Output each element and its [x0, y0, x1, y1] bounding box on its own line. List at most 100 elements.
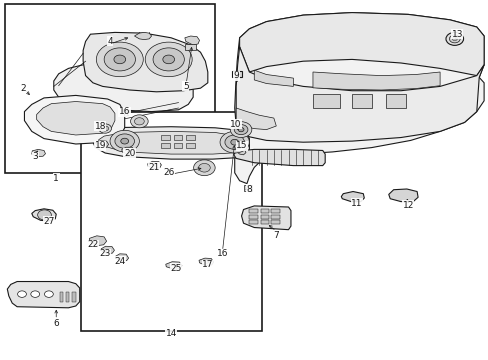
Polygon shape [32, 149, 45, 157]
Polygon shape [446, 36, 461, 45]
Bar [66, 292, 69, 302]
Text: 4: 4 [107, 37, 113, 46]
Bar [260, 220, 268, 224]
Bar [249, 215, 257, 219]
Circle shape [114, 55, 125, 64]
Polygon shape [234, 13, 483, 184]
Bar [271, 209, 279, 213]
Text: 7: 7 [273, 231, 279, 240]
Circle shape [115, 134, 134, 148]
Polygon shape [96, 141, 108, 148]
Polygon shape [165, 262, 182, 269]
Text: 27: 27 [43, 217, 55, 226]
Bar [243, 185, 252, 191]
Circle shape [230, 139, 238, 145]
Circle shape [31, 291, 40, 297]
Polygon shape [37, 102, 115, 135]
Bar [351, 94, 371, 108]
Bar [386, 94, 405, 108]
Circle shape [134, 118, 144, 125]
Polygon shape [241, 206, 290, 230]
Bar [185, 143, 194, 148]
Circle shape [18, 291, 26, 297]
Circle shape [448, 35, 459, 43]
Bar [312, 94, 339, 108]
Polygon shape [312, 72, 439, 90]
Text: 26: 26 [163, 168, 174, 177]
Polygon shape [236, 108, 276, 130]
Text: 5: 5 [183, 82, 188, 91]
Text: 17: 17 [202, 260, 213, 269]
Circle shape [220, 131, 249, 153]
Text: 24: 24 [114, 256, 125, 266]
Polygon shape [199, 258, 213, 266]
Circle shape [130, 115, 148, 128]
Text: 3: 3 [32, 152, 38, 161]
Circle shape [193, 160, 215, 176]
Circle shape [163, 55, 174, 64]
Text: 14: 14 [165, 328, 177, 338]
Circle shape [198, 163, 210, 172]
Polygon shape [92, 127, 249, 159]
Polygon shape [184, 36, 199, 45]
Polygon shape [233, 149, 325, 166]
Polygon shape [7, 282, 80, 308]
Text: 1: 1 [53, 174, 59, 183]
Polygon shape [83, 32, 207, 92]
Circle shape [153, 48, 184, 71]
Bar [173, 143, 182, 148]
Polygon shape [122, 147, 135, 154]
Circle shape [445, 32, 463, 45]
Polygon shape [134, 32, 151, 40]
Bar [161, 143, 170, 148]
Bar [271, 215, 279, 219]
Bar [249, 220, 257, 224]
Text: 21: 21 [148, 163, 160, 172]
Text: 6: 6 [53, 320, 59, 328]
Circle shape [451, 37, 456, 41]
Text: 12: 12 [402, 201, 413, 210]
Text: 10: 10 [230, 120, 242, 129]
Polygon shape [147, 161, 161, 168]
Circle shape [96, 42, 143, 77]
Circle shape [104, 48, 135, 71]
Circle shape [234, 125, 247, 135]
Circle shape [121, 138, 128, 144]
Circle shape [238, 127, 244, 132]
Text: 23: 23 [99, 249, 111, 258]
Bar [60, 292, 63, 302]
Circle shape [224, 135, 244, 149]
Circle shape [230, 122, 251, 138]
Text: 9: 9 [233, 71, 239, 80]
Text: 20: 20 [123, 149, 135, 158]
Polygon shape [388, 189, 417, 202]
Circle shape [38, 210, 51, 220]
Text: 25: 25 [170, 264, 182, 273]
Polygon shape [341, 192, 364, 202]
Text: 22: 22 [87, 240, 99, 249]
Bar [81, 112, 261, 331]
Text: 16: 16 [216, 249, 228, 258]
Polygon shape [235, 148, 245, 155]
Bar [249, 209, 257, 213]
Bar [72, 292, 76, 302]
Text: 16: 16 [119, 107, 130, 116]
Circle shape [145, 42, 192, 77]
Polygon shape [101, 246, 114, 254]
Polygon shape [89, 236, 106, 246]
Text: 2: 2 [20, 84, 26, 93]
Bar [271, 220, 279, 224]
Text: 11: 11 [350, 199, 362, 208]
Bar [5, 4, 215, 173]
Polygon shape [24, 95, 124, 144]
Bar [184, 44, 195, 50]
Circle shape [99, 124, 111, 133]
Text: 18: 18 [94, 122, 106, 131]
Bar [260, 215, 268, 219]
Bar [232, 71, 242, 77]
Polygon shape [54, 65, 193, 112]
Bar [260, 209, 268, 213]
Circle shape [110, 130, 139, 152]
Bar [185, 135, 194, 140]
Polygon shape [115, 254, 128, 261]
